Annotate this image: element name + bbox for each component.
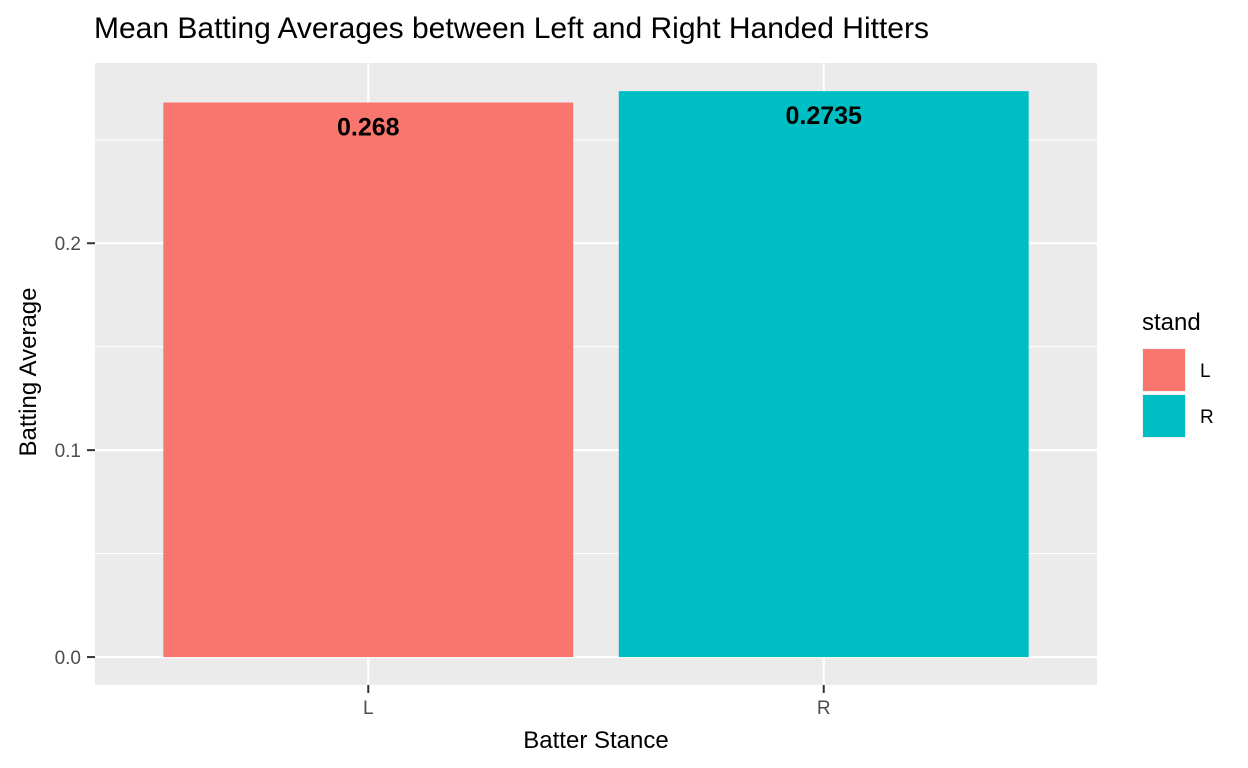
data-labels: 0.268 0.2735 [337,102,862,141]
legend-key-L [1143,349,1185,391]
y-axis: 0.0 0.1 0.2 [55,234,95,669]
data-label-L: 0.268 [337,114,400,142]
data-label-R: 0.2735 [785,102,862,130]
y-tick-label: 0.2 [55,234,81,255]
x-tick-label: R [817,698,831,719]
legend: stand L R [1142,309,1214,438]
bar-R [618,91,1029,658]
chart-title: Mean Batting Averages between Left and R… [94,12,929,45]
legend-title: stand [1142,309,1201,336]
x-tick-label: L [363,698,374,719]
legend-label-R: R [1200,407,1214,428]
bars [163,91,1029,658]
y-tick-label: 0.1 [55,441,81,462]
bar-L [163,102,574,658]
y-tick-label: 0.0 [55,648,81,669]
legend-label-L: L [1200,361,1211,382]
x-axis-title: Batter Stance [523,727,668,754]
y-axis-title: Batting Average [15,287,42,456]
legend-key-R [1143,395,1185,437]
